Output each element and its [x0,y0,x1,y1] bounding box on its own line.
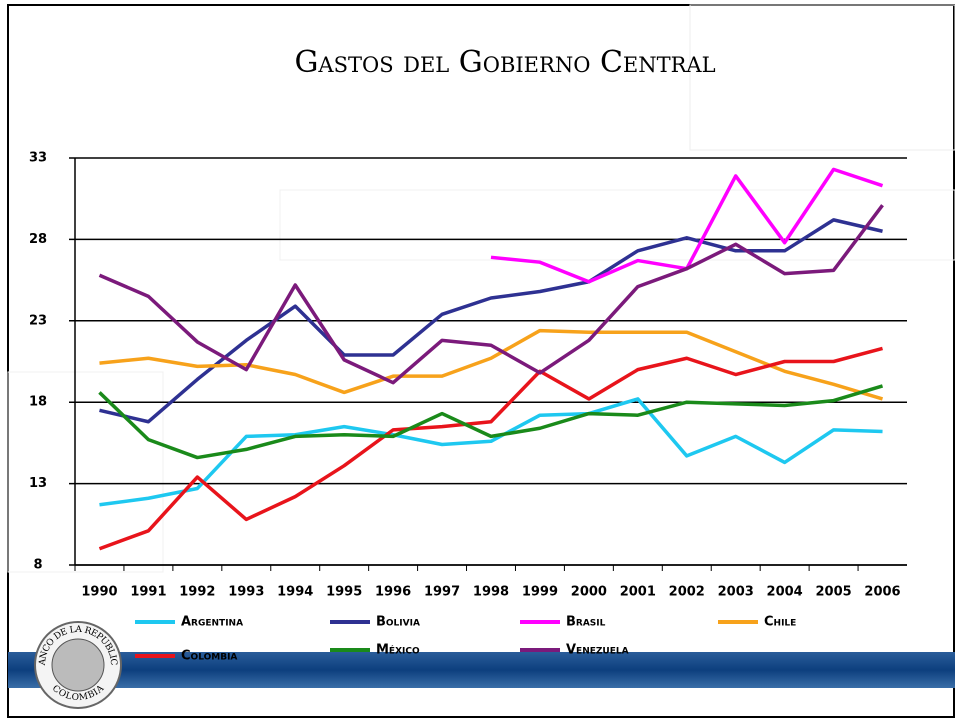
series-line [99,328,884,401]
x-tick-label: 2000 [571,585,607,600]
x-tick-label: 1993 [228,585,264,600]
x-tick-label: 2004 [767,585,803,600]
y-tick-label: 33 [29,151,47,166]
x-tick-label: 1996 [375,585,411,600]
y-tick-label: 8 [33,558,42,573]
legend-label: Colombia [181,649,237,664]
y-tick-label: 13 [29,476,47,491]
deco [689,4,955,151]
series-line [99,218,883,424]
series-line [98,346,883,551]
series-line [98,384,884,460]
chart-title: Gastos del Gobierno Central [294,45,715,80]
series-line [98,204,884,385]
x-tick-label: 1991 [130,585,166,600]
x-tick-label: 1992 [179,585,215,600]
x-tick-label: 2005 [815,585,851,600]
legend-label: Argentina [181,615,243,630]
x-tick-label: 2001 [620,585,656,600]
legend-label: México [376,643,420,658]
x-tick-label: 2002 [669,585,705,600]
legend-label: Bolivia [376,615,420,630]
x-tick-label: 1990 [81,585,117,600]
x-tick-label: 1994 [277,585,313,600]
x-tick-label: 2003 [718,585,754,600]
x-tick-label: 1995 [326,585,362,600]
logo-head [51,638,105,692]
legend-label: Chile [764,615,796,630]
x-tick-label: 1998 [473,585,509,600]
legend-label: Venezuela [566,643,629,658]
y-tick-label: 18 [29,395,47,410]
y-tick-label: 23 [29,313,47,328]
x-tick-label: 2006 [864,585,900,600]
x-tick-label: 1999 [522,585,558,600]
y-tick-label: 28 [29,232,47,247]
deco [7,371,164,573]
legend-label: Brasil [566,615,606,630]
deco [279,189,955,261]
x-tick-label: 1997 [424,585,460,600]
